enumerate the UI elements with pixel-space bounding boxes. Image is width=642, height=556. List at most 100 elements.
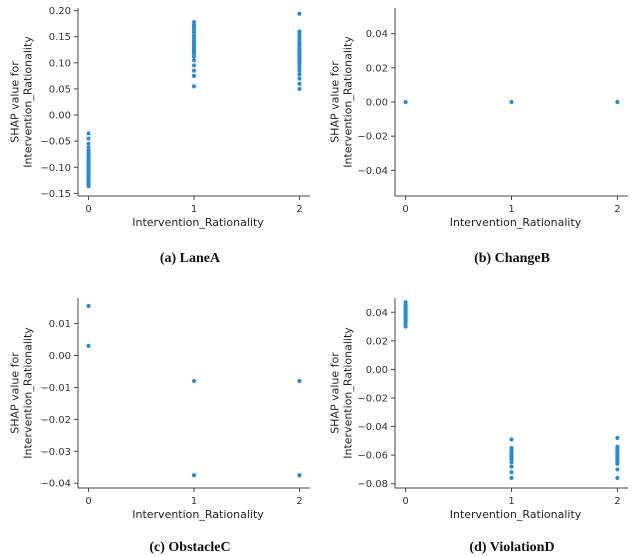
chart-panel-1: −0.15 −0.10 −0.05 0.00 0.05 0.10 0.15 0.20 0 1 2 In…	[8, 6, 310, 266]
data-point	[297, 11, 302, 16]
y-tick-label: −0.03	[40, 447, 71, 458]
x-tick-label: 1	[508, 204, 514, 215]
panel-caption: (c) ObstacleC	[149, 540, 230, 555]
y-tick-label: −0.06	[357, 451, 388, 462]
y-axis-label-line: SHAP value for	[328, 352, 341, 434]
y-axis-label-line: Intervention_Rationality	[342, 36, 355, 168]
y-axis-label-line: Intervention_Rationality	[22, 327, 35, 459]
y-tick-label: −0.10	[40, 163, 71, 174]
data-point	[297, 86, 302, 92]
data-point	[191, 33, 197, 38]
data-point	[86, 141, 91, 146]
y-tick-label: 0.04	[366, 308, 388, 319]
data-point	[509, 437, 514, 442]
y-axis-label-line: SHAP value for	[8, 352, 21, 434]
data-point	[509, 99, 514, 105]
data-point	[191, 378, 197, 384]
data-point	[191, 20, 197, 25]
data-point	[86, 183, 91, 189]
y-tick-label: 0.04	[366, 29, 388, 40]
data-point	[191, 23, 197, 28]
data-point	[297, 81, 302, 86]
x-tick-label: 1	[191, 204, 197, 215]
data-point	[191, 73, 197, 78]
data-point	[297, 473, 302, 478]
data-point	[86, 136, 91, 141]
y-axis-label-line: SHAP value for	[8, 61, 21, 143]
chart-panel-2: −0.04 −0.02 0.00 0.02 0.04 0 1 2 Intervention_Ra…	[328, 8, 628, 266]
y-tick-label: −0.15	[40, 189, 71, 200]
data-point	[297, 378, 302, 384]
x-tick-label: 2	[614, 204, 620, 215]
data-point	[509, 470, 514, 475]
x-tick-label: 1	[191, 496, 197, 507]
data-point	[615, 99, 620, 105]
y-tick-label: 0.15	[49, 32, 71, 43]
data-point	[86, 343, 91, 348]
y-tick-label: −0.04	[40, 479, 71, 490]
x-tick-label: 1	[508, 496, 514, 507]
data-point	[191, 473, 197, 478]
y-tick-label: −0.02	[357, 132, 388, 143]
y-tick-label: −0.04	[357, 166, 388, 177]
panel-caption: (b) ChangeB	[474, 251, 550, 266]
y-axis-label: SHAP value forIntervention_Rationality	[8, 36, 34, 168]
y-tick-label: 0.01	[49, 319, 71, 330]
y-axis-label: SHAP value forIntervention_Rationality	[328, 36, 354, 168]
x-tick-label: 0	[85, 204, 91, 215]
data-point	[403, 99, 408, 105]
data-point	[297, 76, 302, 81]
x-tick-label: 2	[296, 496, 302, 507]
y-axis-label-line: Intervention_Rationality	[342, 327, 355, 459]
chart-panel-3: −0.04 −0.03 −0.02 −0.01 0.00 0.01 0 1 2 Intervent…	[8, 298, 310, 555]
chart-panel-4: −0.08 −0.06 −0.04 −0.02 0.00 0.02 0.04 0 1 2 Inter…	[328, 298, 628, 555]
data-point	[86, 131, 91, 136]
panel-caption: (a) LaneA	[160, 251, 221, 266]
y-tick-label: 0.02	[366, 63, 388, 74]
data-point	[615, 467, 620, 472]
data-point	[403, 300, 408, 305]
data-point	[297, 72, 302, 77]
data-point	[86, 145, 91, 150]
data-point	[191, 84, 197, 89]
x-axis-label: Intervention_Rationality	[450, 216, 582, 229]
y-tick-label: 0.10	[49, 58, 71, 69]
y-axis-label: SHAP value forIntervention_Rationality	[328, 327, 354, 459]
y-tick-label: 0.20	[49, 6, 71, 17]
data-point	[615, 461, 620, 466]
x-axis-label: Intervention_Rationality	[450, 508, 582, 521]
y-tick-label: 0.00	[366, 98, 388, 109]
x-tick-label: 0	[402, 496, 408, 507]
data-point	[509, 475, 514, 481]
panel-caption: (d) ViolationD	[469, 540, 554, 555]
x-axis-label: Intervention_Rationality	[132, 508, 264, 521]
data-point	[86, 303, 91, 309]
x-tick-label: 0	[85, 496, 91, 507]
y-tick-label: −0.02	[40, 415, 71, 426]
data-point	[509, 464, 514, 469]
data-point	[615, 435, 620, 441]
y-axis-label-line: SHAP value for	[328, 61, 341, 143]
y-tick-label: 0.05	[49, 84, 71, 95]
x-tick-label: 0	[402, 204, 408, 215]
y-tick-label: 0.00	[49, 111, 71, 122]
x-tick-label: 2	[614, 496, 620, 507]
y-tick-label: 0.00	[49, 351, 71, 362]
data-point	[191, 68, 197, 73]
y-tick-label: −0.04	[357, 422, 388, 433]
data-point	[191, 63, 197, 68]
y-axis-label: SHAP value forIntervention_Rationality	[8, 327, 34, 459]
data-point	[615, 475, 620, 481]
y-tick-label: −0.08	[357, 479, 388, 490]
y-axis-label-line: Intervention_Rationality	[22, 36, 35, 168]
y-tick-label: 0.02	[366, 336, 388, 347]
y-tick-label: −0.05	[40, 137, 71, 148]
x-tick-label: 2	[296, 204, 302, 215]
y-tick-label: −0.02	[357, 394, 388, 405]
y-tick-label: 0.00	[366, 365, 388, 376]
x-axis-label: Intervention_Rationality	[132, 216, 264, 229]
data-point	[297, 29, 302, 34]
data-point	[191, 58, 197, 63]
data-point	[509, 460, 514, 465]
